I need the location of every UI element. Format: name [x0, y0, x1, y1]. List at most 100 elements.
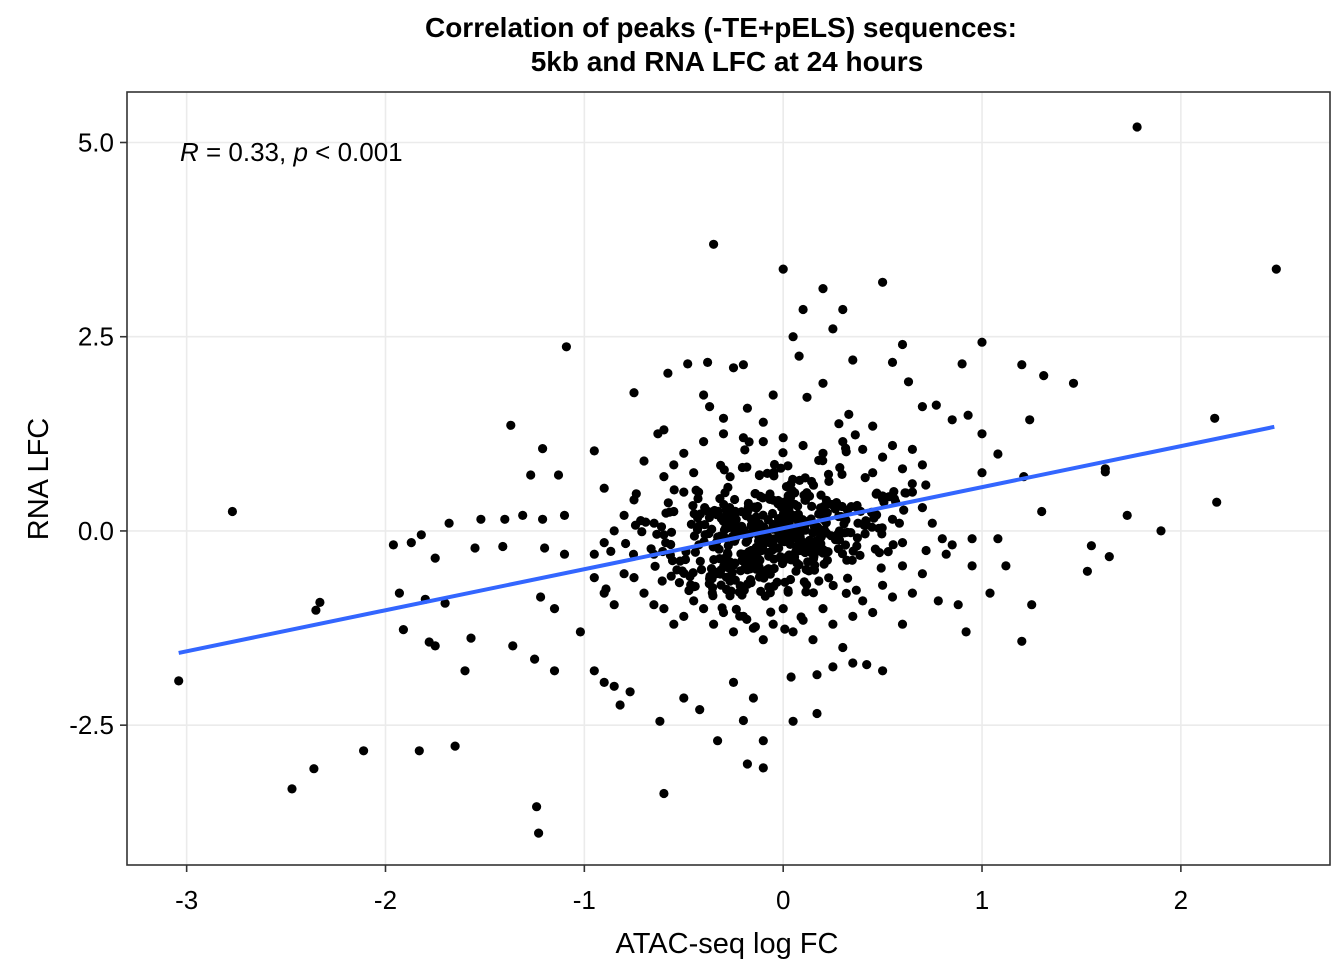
- data-point: [589, 446, 599, 456]
- data-point: [868, 607, 878, 618]
- data-point: [706, 564, 717, 574]
- data-point: [985, 588, 995, 598]
- data-point: [808, 588, 819, 598]
- data-point: [869, 512, 879, 522]
- data-point: [740, 445, 750, 455]
- data-point: [677, 566, 687, 576]
- data-point: [743, 579, 753, 589]
- regression-line: [178, 424, 1275, 655]
- data-point: [953, 600, 963, 610]
- data-point: [639, 588, 649, 598]
- data-point: [737, 507, 747, 517]
- x-tick-label: 0: [776, 885, 790, 915]
- data-point: [848, 611, 858, 622]
- x-tick-label: 2: [1174, 885, 1188, 915]
- data-point: [785, 500, 795, 510]
- data-point: [1086, 541, 1096, 551]
- data-point: [661, 538, 671, 548]
- data-point: [802, 392, 812, 402]
- points-layer: [174, 122, 1281, 838]
- p-symbol: p: [292, 137, 307, 167]
- data-point: [768, 390, 778, 400]
- y-axis: -2.5 0.0 2.5 5.0: [69, 127, 127, 740]
- data-point: [807, 501, 817, 511]
- data-point: [750, 558, 760, 568]
- data-point: [826, 531, 836, 541]
- data-point: [818, 604, 828, 614]
- data-point: [794, 560, 804, 570]
- data-point: [538, 514, 548, 524]
- data-point: [887, 592, 898, 602]
- data-point: [722, 584, 732, 595]
- data-point: [683, 359, 693, 369]
- data-point: [837, 469, 847, 479]
- data-point: [657, 576, 667, 586]
- data-point: [921, 480, 931, 490]
- data-point: [695, 556, 705, 566]
- data-point: [703, 506, 713, 517]
- data-point: [874, 548, 885, 558]
- data-point: [674, 578, 685, 588]
- data-point: [692, 525, 703, 535]
- data-point: [897, 464, 908, 474]
- data-point: [609, 526, 619, 536]
- data-point: [742, 759, 753, 769]
- data-point: [812, 708, 822, 719]
- data-point: [763, 515, 773, 525]
- data-point: [709, 619, 719, 629]
- data-point: [721, 505, 732, 515]
- data-point: [848, 355, 858, 365]
- data-point: [977, 429, 987, 439]
- data-point: [709, 239, 719, 249]
- data-point: [907, 588, 918, 598]
- data-point: [725, 472, 735, 482]
- data-point: [742, 614, 752, 625]
- data-point: [993, 449, 1003, 459]
- data-point: [717, 603, 727, 613]
- data-point: [637, 527, 647, 537]
- data-point: [536, 592, 546, 602]
- data-point: [780, 624, 790, 634]
- data-point: [669, 485, 679, 495]
- data-point: [794, 351, 804, 361]
- data-point: [839, 519, 849, 529]
- data-point: [659, 472, 669, 482]
- data-point: [666, 527, 677, 537]
- data-point: [756, 586, 766, 597]
- data-point: [814, 455, 824, 465]
- data-point: [781, 482, 792, 492]
- data-point: [1210, 413, 1220, 423]
- data-point: [659, 788, 669, 799]
- data-point: [688, 501, 698, 511]
- data-point: [619, 510, 629, 520]
- data-point: [931, 400, 941, 410]
- data-point: [927, 518, 937, 528]
- data-point: [1104, 552, 1114, 562]
- data-point: [1017, 360, 1027, 370]
- data-point: [903, 377, 914, 387]
- data-point: [1039, 371, 1049, 381]
- data-point: [750, 622, 761, 632]
- data-point: [738, 715, 749, 726]
- data-point: [663, 498, 673, 508]
- data-point: [1082, 566, 1092, 576]
- data-point: [615, 700, 625, 710]
- data-point: [917, 402, 928, 412]
- r-value: = 0.33,: [199, 137, 294, 167]
- data-point: [883, 547, 893, 557]
- data-point: [430, 553, 440, 563]
- data-point: [440, 598, 450, 608]
- data-point: [838, 304, 848, 315]
- data-point: [889, 487, 899, 497]
- data-point: [609, 681, 619, 691]
- data-point: [788, 716, 798, 726]
- data-point: [735, 611, 745, 621]
- data-point: [538, 444, 548, 454]
- y-tick-label: 0.0: [78, 516, 114, 546]
- data-point: [828, 580, 838, 591]
- data-point: [713, 736, 723, 746]
- data-point: [656, 522, 667, 532]
- data-point: [716, 565, 726, 575]
- data-point: [855, 550, 865, 561]
